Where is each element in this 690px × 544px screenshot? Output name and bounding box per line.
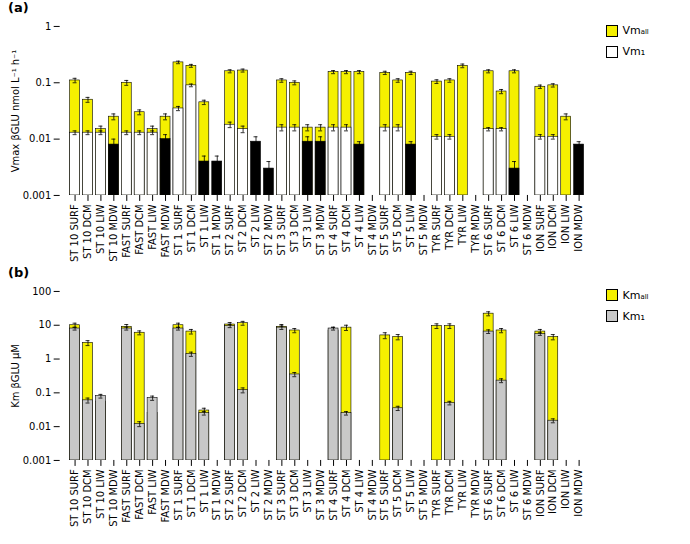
svg-text:FAST SURF: FAST SURF [121,469,132,523]
svg-text:ST 3 MDW: ST 3 MDW [315,469,326,520]
svg-text:ST 3 MDW: ST 3 MDW [315,204,326,255]
svg-text:ST 2 LIW: ST 2 LIW [250,469,261,512]
svg-text:ST 10 DCM: ST 10 DCM [82,204,93,259]
svg-text:ION LIW: ION LIW [560,469,571,509]
svg-text:ST 6 LIW: ST 6 LIW [509,469,520,512]
svg-text:0.001: 0.001 [23,190,51,201]
svg-text:ST 3 DCM: ST 3 DCM [289,469,300,517]
svg-text:ST 10 MDW: ST 10 MDW [108,204,119,262]
svg-text:100: 100 [32,285,51,296]
svg-text:ION LIW: ION LIW [560,204,571,244]
svg-text:ST 6 SURF: ST 6 SURF [483,469,494,521]
svg-text:ST 5 SURF: ST 5 SURF [379,204,390,256]
svg-text:ST 3 SURF: ST 3 SURF [276,469,287,521]
svg-text:ST 4 MDW: ST 4 MDW [367,469,378,520]
svg-text:ST 1 MDW: ST 1 MDW [211,469,222,520]
svg-text:ST 6 SURF: ST 6 SURF [483,204,494,256]
svg-text:0.1: 0.1 [35,77,51,88]
svg-text:ST 2 LIW: ST 2 LIW [250,204,261,247]
svg-text:ST 10 DCM: ST 10 DCM [82,469,93,524]
svg-text:ST 2 SURF: ST 2 SURF [224,469,235,521]
svg-text:ST 6 DCM: ST 6 DCM [496,204,507,252]
svg-text:ST 5 MDW: ST 5 MDW [418,204,429,255]
svg-text:ST 6 MDW: ST 6 MDW [522,469,533,520]
svg-text:ST 2 DCM: ST 2 DCM [237,469,248,517]
svg-text:ST 2 MDW: ST 2 MDW [263,469,274,520]
svg-text:FAST MDW: FAST MDW [160,204,171,257]
svg-text:ST 5 DCM: ST 5 DCM [392,469,403,517]
svg-text:ION MDW: ION MDW [573,469,584,517]
svg-text:Km βGLU μM: Km βGLU μM [10,344,21,408]
svg-text:1: 1 [45,353,51,364]
svg-text:ST 4 MDW: ST 4 MDW [367,204,378,255]
svg-text:TYR SURF: TYR SURF [431,469,442,519]
svg-text:ST 1 SURF: ST 1 SURF [173,469,184,521]
svg-text:ION SURF: ION SURF [535,469,546,517]
svg-text:0.01: 0.01 [29,420,51,431]
svg-text:FAST LIW: FAST LIW [147,469,158,515]
svg-text:ST 1 DCM: ST 1 DCM [186,469,197,517]
svg-text:ST 1 SURF: ST 1 SURF [173,204,184,256]
html-text:Vmₐₗₗ: Vmₐₗₗ [622,24,649,37]
svg-text:FAST DCM: FAST DCM [134,204,145,254]
svg-text:ST 6 LIW: ST 6 LIW [509,204,520,247]
svg-text:ST 10 LIW: ST 10 LIW [95,469,106,519]
svg-text:1: 1 [45,21,51,32]
html-text:Km₁: Km₁ [622,309,645,323]
svg-text:ST 4 DCM: ST 4 DCM [341,204,352,252]
html-text:(b): (b) [8,264,30,280]
svg-text:ST 2 DCM: ST 2 DCM [237,204,248,252]
svg-text:TYR DCM: TYR DCM [444,469,455,515]
svg-text:FAST LIW: FAST LIW [147,204,158,250]
svg-text:10: 10 [39,319,52,330]
svg-text:ST 2 MDW: ST 2 MDW [263,204,274,255]
svg-text:FAST SURF: FAST SURF [121,204,132,258]
svg-text:ST 4 SURF: ST 4 SURF [328,469,339,521]
svg-text:0.1: 0.1 [35,387,51,398]
svg-text:FAST MDW: FAST MDW [160,469,171,522]
svg-text:ST 10 MDW: ST 10 MDW [108,469,119,527]
svg-text:ST 4 LIW: ST 4 LIW [354,469,365,512]
svg-text:ST 4 LIW: ST 4 LIW [354,204,365,247]
svg-text:ST 10 SURF: ST 10 SURF [69,469,80,527]
svg-text:ST 3 SURF: ST 3 SURF [276,204,287,256]
svg-text:TYR DCM: TYR DCM [444,204,455,250]
html-text:Kmₐₗₗ: Kmₐₗₗ [622,288,649,302]
svg-text:ST 1 DCM: ST 1 DCM [186,204,197,252]
svg-text:ION MDW: ION MDW [573,204,584,252]
svg-text:TYR LIW: TYR LIW [457,204,468,246]
svg-text:ST 5 MDW: ST 5 MDW [418,469,429,520]
svg-text:ST 5 SURF: ST 5 SURF [379,469,390,521]
svg-text:ST 4 DCM: ST 4 DCM [341,469,352,517]
svg-text:TYR SURF: TYR SURF [431,204,442,254]
svg-text:ST 6 MDW: ST 6 MDW [522,204,533,255]
svg-text:TYR LIW: TYR LIW [457,469,468,511]
svg-text:ST 1 MDW: ST 1 MDW [211,204,222,255]
svg-text:ST 2 SURF: ST 2 SURF [224,204,235,256]
svg-text:ST 10 SURF: ST 10 SURF [69,204,80,262]
svg-text:ION DCM: ION DCM [547,204,558,249]
svg-text:ST 1 LIW: ST 1 LIW [198,469,209,512]
svg-text:FAST DCM: FAST DCM [134,469,145,519]
html-text:(a): (a) [8,0,29,15]
svg-text:ION SURF: ION SURF [535,204,546,252]
svg-text:ST 1 LIW: ST 1 LIW [198,204,209,247]
svg-text:ST 5 LIW: ST 5 LIW [405,204,416,247]
svg-text:ION DCM: ION DCM [547,469,558,514]
svg-text:0.01: 0.01 [29,133,51,144]
svg-text:0.001: 0.001 [23,454,51,465]
svg-text:ST 6 DCM: ST 6 DCM [496,469,507,517]
svg-text:ST 3 LIW: ST 3 LIW [302,469,313,512]
svg-text:TYR MDW: TYR MDW [470,204,481,253]
svg-text:ST 3 LIW: ST 3 LIW [302,204,313,247]
svg-text:ST 3 DCM: ST 3 DCM [289,204,300,252]
html-text:Vm₁: Vm₁ [622,45,646,58]
svg-text:ST 4 SURF: ST 4 SURF [328,204,339,256]
svg-text:ST 5 DCM: ST 5 DCM [392,204,403,252]
svg-text:Vmax βGLU nmol L⁻¹ h⁻¹: Vmax βGLU nmol L⁻¹ h⁻¹ [10,50,21,173]
svg-text:ST 5 LIW: ST 5 LIW [405,469,416,512]
svg-text:TYR MDW: TYR MDW [470,469,481,518]
svg-text:ST 10 LIW: ST 10 LIW [95,204,106,254]
